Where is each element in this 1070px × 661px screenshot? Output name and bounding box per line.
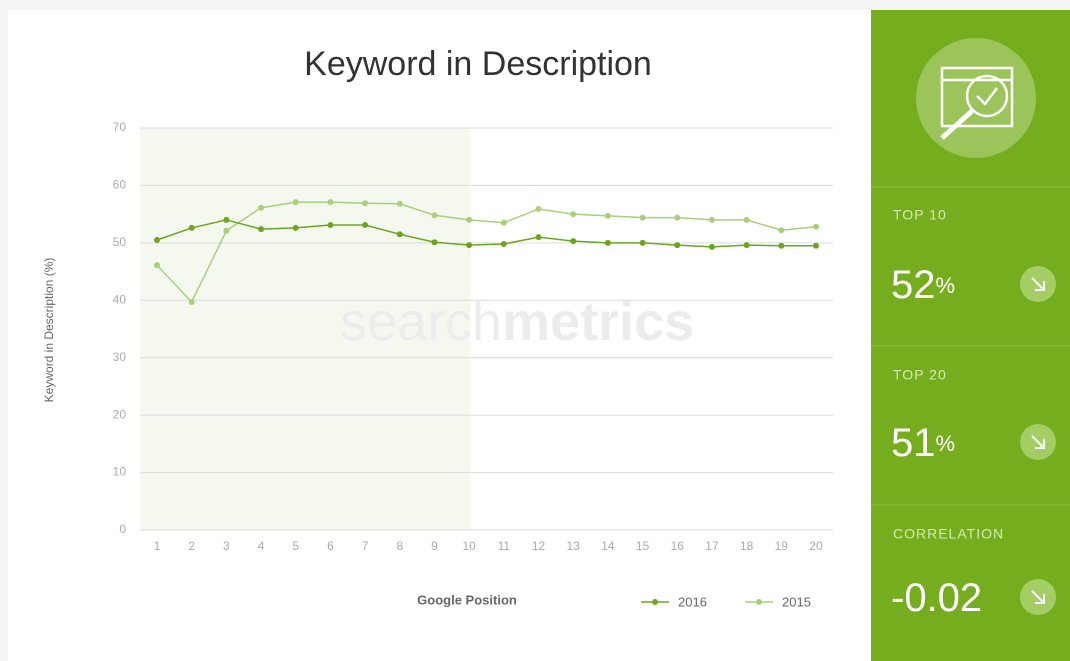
- point: [535, 205, 542, 212]
- top10-shade: [140, 128, 470, 530]
- panel-label: TOP 10: [893, 207, 947, 223]
- point: [396, 200, 403, 207]
- point: [604, 239, 611, 246]
- series-line: [156, 201, 817, 304]
- y-tick-label: 0: [119, 522, 126, 536]
- point: [639, 214, 646, 221]
- point: [292, 224, 299, 231]
- trend-arrow: [1031, 435, 1045, 449]
- y-tick-label: 60: [113, 178, 127, 192]
- point: [362, 222, 369, 229]
- x-tick-label: 3: [223, 539, 230, 553]
- x-tick-label: 16: [671, 539, 685, 553]
- y-tick-label: 50: [113, 235, 127, 249]
- point: [743, 242, 750, 249]
- x-tick-label: 20: [809, 539, 823, 553]
- x-tick-label: 7: [362, 539, 369, 553]
- point: [778, 227, 785, 234]
- point: [500, 241, 507, 248]
- icon-circle: [916, 38, 1036, 158]
- point: [813, 223, 819, 230]
- legend-label: 2015: [782, 594, 811, 609]
- x-tick-label: 12: [532, 539, 546, 553]
- point: [466, 216, 473, 223]
- panel-number: 51: [891, 421, 936, 465]
- point: [154, 262, 160, 269]
- x-tick-label: 18: [740, 539, 754, 553]
- point: [327, 222, 334, 229]
- panel-unit: %: [936, 273, 956, 298]
- point: [466, 242, 473, 249]
- x-tick-label: 1: [154, 539, 161, 553]
- panel-unit: %: [936, 431, 956, 456]
- point: [778, 242, 785, 249]
- y-tick-label: 20: [113, 407, 127, 421]
- point: [396, 231, 403, 238]
- x-tick-label: 14: [601, 539, 615, 553]
- panel-value: -0.02: [891, 576, 982, 620]
- legend-label: 2016: [678, 594, 707, 609]
- chart-title: Keyword in Description: [304, 45, 652, 83]
- point: [362, 200, 369, 207]
- point: [743, 216, 750, 223]
- x-tick-label: 8: [396, 539, 403, 553]
- point: [188, 299, 195, 306]
- y-axis-label: Keyword in Description (%): [42, 258, 56, 403]
- point: [639, 239, 646, 246]
- point: [431, 239, 438, 246]
- y-tick-label: 30: [113, 350, 127, 364]
- x-tick-label: 2: [188, 539, 195, 553]
- panel-value: 52%: [891, 263, 955, 307]
- x-tick-label: 11: [498, 539, 511, 553]
- trend-arrow: [1031, 590, 1045, 604]
- x-tick-label: 5: [292, 539, 299, 553]
- point: [327, 199, 334, 206]
- point: [431, 212, 438, 219]
- legend-dot: [756, 599, 762, 605]
- point: [674, 214, 681, 221]
- panel-number: 52: [891, 263, 936, 307]
- x-axis-label: Google Position: [417, 592, 517, 607]
- point: [223, 227, 230, 234]
- x-tick-label: 15: [636, 539, 650, 553]
- point: [223, 216, 230, 223]
- watermark-part: metrics: [502, 292, 694, 352]
- point: [258, 226, 265, 233]
- panel-value: 51%: [891, 421, 955, 465]
- panel-label: TOP 20: [893, 367, 947, 383]
- point: [604, 212, 611, 219]
- y-tick-label: 70: [113, 120, 127, 134]
- x-tick-label: 19: [775, 539, 789, 553]
- y-tick-label: 10: [113, 465, 127, 479]
- point: [708, 243, 715, 250]
- x-tick-label: 10: [462, 539, 476, 553]
- legend-dot: [652, 599, 658, 605]
- x-tick-label: 4: [258, 539, 265, 553]
- trend-arrow: [1031, 277, 1045, 291]
- point: [570, 238, 577, 245]
- point: [292, 199, 299, 206]
- panel-label: CORRELATION: [893, 526, 1004, 542]
- watermark: searchmetrics: [340, 292, 694, 352]
- point: [708, 216, 715, 223]
- point: [535, 234, 542, 241]
- x-tick-label: 13: [567, 539, 581, 553]
- x-tick-label: 17: [705, 539, 719, 553]
- y-tick-label: 40: [113, 292, 127, 306]
- point: [500, 219, 507, 226]
- x-tick-label: 6: [327, 539, 334, 553]
- point: [813, 242, 819, 249]
- icon: [940, 66, 1014, 140]
- point: [570, 211, 577, 218]
- point: [674, 242, 681, 249]
- point: [258, 204, 265, 211]
- x-tick-label: 9: [431, 539, 438, 553]
- watermark-part: search: [340, 292, 502, 352]
- panel-number: -0.02: [891, 576, 982, 620]
- series-line: [156, 219, 816, 248]
- point: [188, 224, 195, 231]
- point: [154, 236, 160, 243]
